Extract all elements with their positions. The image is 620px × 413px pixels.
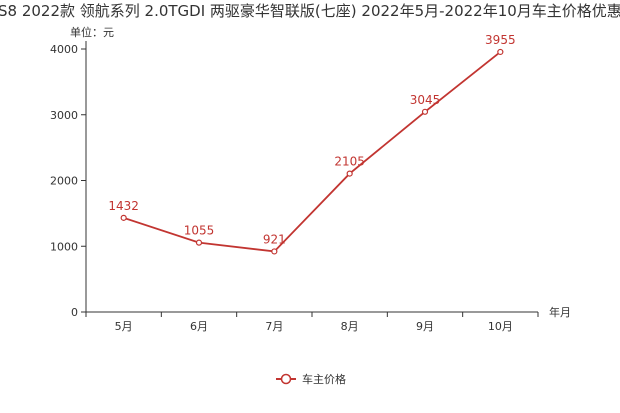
legend-label: 车主价格 <box>302 372 346 386</box>
x-tick-label: 10月 <box>488 320 513 333</box>
data-label: 1432 <box>108 199 139 213</box>
legend[interactable]: 车主价格 <box>276 372 346 386</box>
axes: 0 1000 2000 3000 4000 5月 6月 7月 8月 9月 10月 <box>50 41 539 333</box>
data-point[interactable] <box>120 214 127 221</box>
data-label: 3955 <box>485 33 516 47</box>
x-tick-label: 7月 <box>265 320 283 333</box>
data-point[interactable] <box>195 239 203 246</box>
data-label: 2105 <box>334 155 365 169</box>
series-layer: 1432 1055 921 2105 3045 3955 <box>108 33 516 255</box>
y-tick-label: 4000 <box>50 43 78 56</box>
data-label: 1055 <box>184 224 215 238</box>
legend-marker-icon <box>280 373 292 385</box>
data-point[interactable] <box>421 108 429 115</box>
y-tick-label: 0 <box>71 306 78 319</box>
series-line <box>123 51 501 253</box>
data-point[interactable] <box>271 248 278 255</box>
x-tick-label: 5月 <box>115 320 133 333</box>
x-tick-label: 6月 <box>190 320 208 333</box>
y-tick-label: 1000 <box>50 240 78 253</box>
data-label: 3045 <box>410 93 441 107</box>
y-axis-unit-label: 单位：元 <box>70 25 114 39</box>
data-label: 921 <box>263 232 286 246</box>
x-tick-label: 9月 <box>416 320 434 333</box>
chart-title: S8 2022款 领航系列 2.0TGDI 两驱豪华智联版(七座) 2022年5… <box>0 2 620 20</box>
y-tick-label: 3000 <box>50 109 78 122</box>
x-tick-label: 8月 <box>341 320 359 333</box>
data-point[interactable] <box>346 170 353 177</box>
data-point[interactable] <box>497 48 504 56</box>
y-tick-label: 2000 <box>50 175 78 188</box>
x-axis-name-label: 年月 <box>549 305 571 319</box>
